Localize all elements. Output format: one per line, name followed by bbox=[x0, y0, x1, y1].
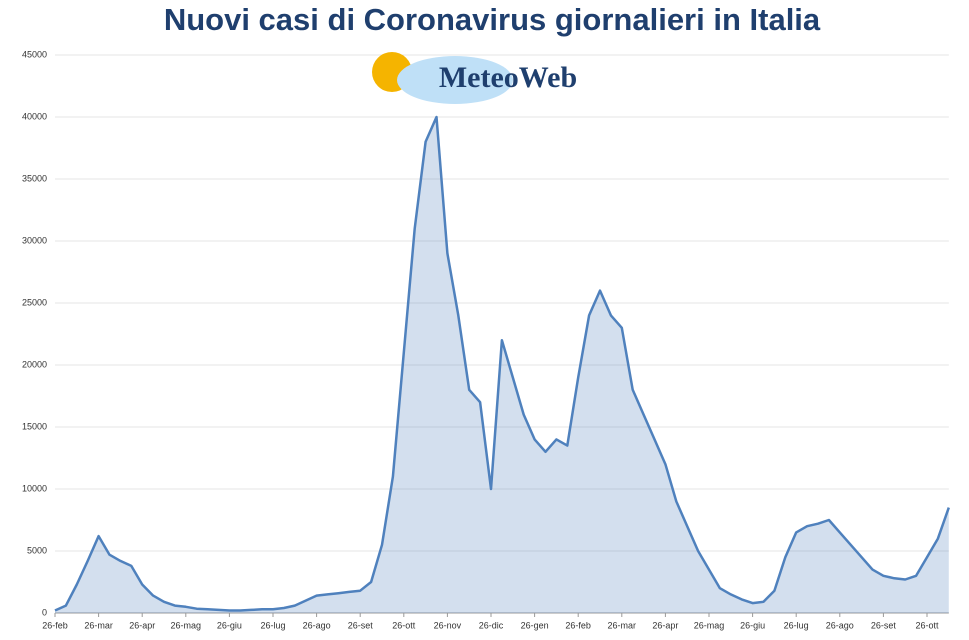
x-tick-label: 26-apr bbox=[129, 620, 155, 630]
area bbox=[55, 117, 949, 613]
x-tick-label: 26-lug bbox=[260, 620, 285, 630]
y-tick-label: 45000 bbox=[22, 49, 47, 59]
chart-title: Nuovi casi di Coronavirus giornalieri in… bbox=[164, 2, 821, 37]
x-tick-label: 26-apr bbox=[652, 620, 678, 630]
x-tick-label: 26-mar bbox=[84, 620, 113, 630]
x-tick-label: 26-ago bbox=[826, 620, 854, 630]
x-tick-label: 26-giu bbox=[217, 620, 242, 630]
logo-cloud bbox=[397, 56, 513, 104]
y-tick-label: 25000 bbox=[22, 297, 47, 307]
x-tick-label: 26-feb bbox=[565, 620, 591, 630]
x-tick-label: 26-set bbox=[871, 620, 897, 630]
x-tick-label: 26-lug bbox=[784, 620, 809, 630]
logo-text: MeteoWeb bbox=[439, 61, 577, 94]
y-tick-label: 20000 bbox=[22, 359, 47, 369]
x-tick-label: 26-mag bbox=[171, 620, 202, 630]
x-tick-label: 26-ago bbox=[303, 620, 331, 630]
y-tick-label: 5000 bbox=[27, 545, 47, 555]
y-tick-label: 15000 bbox=[22, 421, 47, 431]
x-tick-label: 26-set bbox=[348, 620, 374, 630]
y-tick-label: 30000 bbox=[22, 235, 47, 245]
x-tick-label: 26-ott bbox=[915, 620, 939, 630]
y-tick-label: 40000 bbox=[22, 111, 47, 121]
y-tick-label: 10000 bbox=[22, 483, 47, 493]
x-tick-label: 26-ott bbox=[392, 620, 416, 630]
x-tick-label: 26-giu bbox=[740, 620, 765, 630]
x-tick-label: 26-nov bbox=[434, 620, 462, 630]
x-tick-label: 26-feb bbox=[42, 620, 68, 630]
x-tick-label: 26-gen bbox=[521, 620, 549, 630]
x-tick-label: 26-mar bbox=[608, 620, 637, 630]
x-tick-label: 26-mag bbox=[694, 620, 725, 630]
y-tick-label: 35000 bbox=[22, 173, 47, 183]
y-tick-label: 0 bbox=[42, 607, 47, 617]
logo: MeteoWeb bbox=[372, 52, 577, 104]
line bbox=[54, 115, 950, 612]
x-tick-label: 26-dic bbox=[479, 620, 504, 630]
